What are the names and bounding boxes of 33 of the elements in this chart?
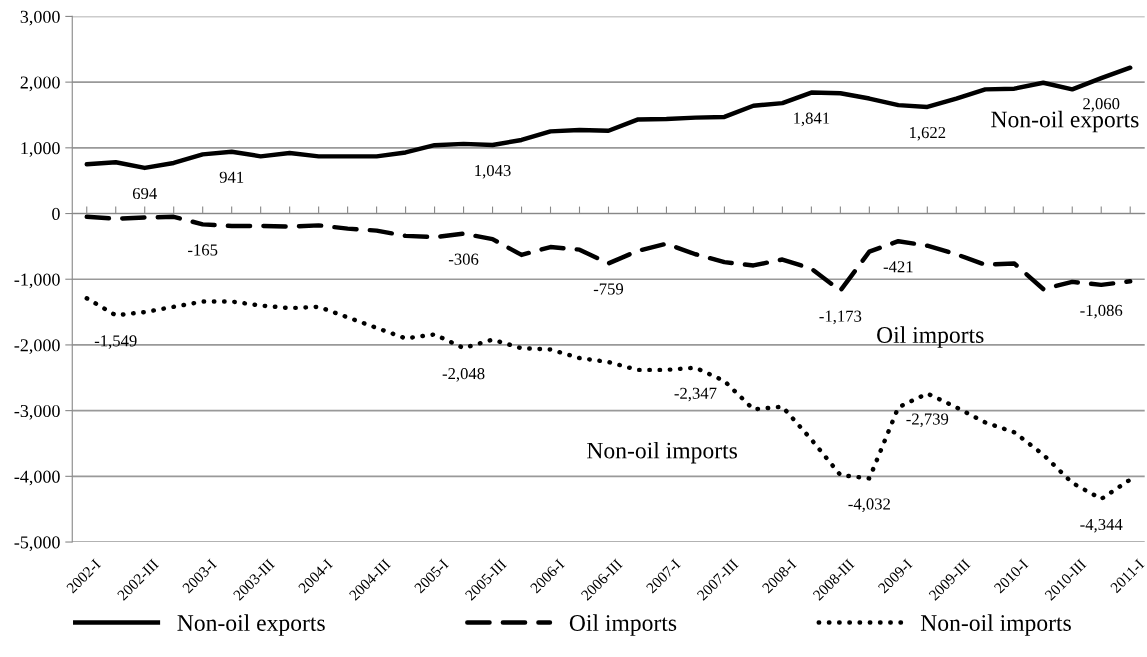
- text: Oil imports: [877, 326, 984, 348]
- data-label: 2,060: [1083, 98, 1120, 112]
- y-tick-label: 2,000: [20, 76, 60, 92]
- data-label: -4,032: [848, 498, 890, 512]
- y-tick-label: -4,000: [14, 470, 60, 486]
- data-label: -2,048: [442, 368, 485, 382]
- y-tick-label: -3,000: [14, 404, 60, 420]
- data-label: 1,841: [794, 112, 830, 127]
- data-label: -759: [593, 283, 624, 295]
- data-label: -306: [448, 253, 479, 265]
- data-label: -421: [883, 261, 913, 273]
- data-label: 1,043: [475, 164, 511, 179]
- legend-label: Non-oil imports: [920, 614, 1071, 636]
- data-label: -165: [188, 244, 218, 256]
- text: Non-oil imports: [587, 441, 737, 464]
- data-label: 1,622: [910, 126, 946, 141]
- data-label: 694: [132, 187, 157, 200]
- legend-label: Non-oil exports: [177, 614, 325, 636]
- data-label: -1,173: [819, 310, 862, 325]
- data-label: -1,549: [94, 335, 137, 349]
- data-label: -4,344: [1080, 518, 1123, 533]
- data-label: -2,347: [674, 387, 717, 402]
- data-label: 941: [219, 171, 244, 183]
- y-tick-label: 1,000: [21, 142, 60, 157]
- y-tick-label: -1,000: [14, 273, 60, 289]
- y-tick-label: 0: [52, 207, 60, 220]
- y-tick-label: -2,000: [14, 339, 60, 354]
- y-tick-label: 3,000: [20, 10, 60, 26]
- data-label: -1,086: [1080, 304, 1123, 319]
- legend-label: Oil imports: [569, 614, 677, 636]
- data-label: -2,739: [906, 413, 949, 428]
- y-tick-label: -5,000: [14, 536, 60, 552]
- line-series: [84, 214, 1133, 293]
